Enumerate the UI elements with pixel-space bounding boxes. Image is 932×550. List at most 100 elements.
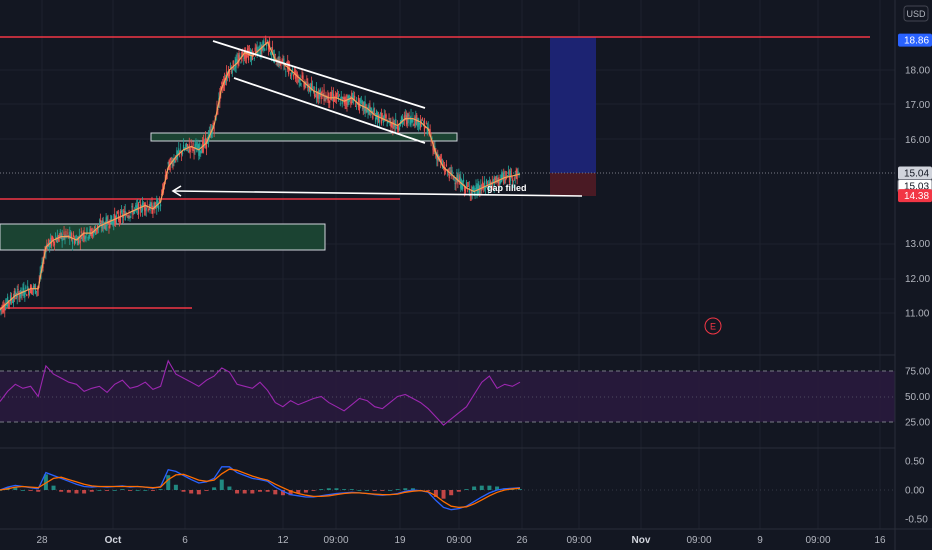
candle[interactable] [231,68,233,77]
candle[interactable] [153,201,155,211]
candle[interactable] [100,220,102,233]
candle[interactable] [157,198,159,208]
candle[interactable] [187,145,189,153]
candle[interactable] [94,225,96,234]
candle[interactable] [337,90,339,102]
candle[interactable] [185,142,187,152]
candle[interactable] [459,173,461,185]
candle[interactable] [262,40,264,51]
candle[interactable] [296,71,298,85]
candle[interactable] [245,47,247,64]
candle[interactable] [318,89,320,104]
candle[interactable] [302,72,304,83]
candle[interactable] [56,229,58,244]
candle[interactable] [314,93,317,98]
candle[interactable] [197,139,199,151]
candle[interactable] [495,176,497,185]
candle[interactable] [127,215,129,221]
candle[interactable] [374,107,376,115]
candle[interactable] [449,167,451,176]
price-tag[interactable]: 18.86 [898,33,932,47]
candle[interactable] [11,298,14,304]
candle[interactable] [415,110,417,128]
currency-button[interactable] [903,5,929,22]
candle[interactable] [71,231,73,242]
candle[interactable] [136,199,138,214]
candle[interactable] [204,131,207,149]
candle[interactable] [93,228,95,238]
candle[interactable] [361,99,363,111]
candle[interactable] [193,147,195,160]
candle[interactable] [371,107,373,115]
candle[interactable] [466,181,469,193]
candle[interactable] [116,211,118,224]
candle[interactable] [317,88,319,105]
candle[interactable] [146,200,148,209]
candle[interactable] [368,103,370,115]
candle[interactable] [108,221,110,234]
candle[interactable] [324,96,326,102]
candle[interactable] [49,240,51,253]
candle[interactable] [75,234,78,240]
candle[interactable] [465,179,468,189]
candle[interactable] [117,209,120,223]
candle[interactable] [370,107,372,118]
candle[interactable] [24,290,26,302]
candle[interactable] [468,181,470,197]
candle[interactable] [200,150,202,157]
candle[interactable] [398,124,401,132]
price-axis[interactable]: USD 18.00 17.00 16.00 13.00 12.00 11.00 18.86… [894,0,932,550]
candle[interactable] [506,171,508,180]
candle[interactable] [85,232,87,243]
candle[interactable] [150,201,152,208]
candle[interactable] [333,96,336,102]
candle[interactable] [104,221,106,231]
candle[interactable] [80,227,82,240]
candle[interactable] [369,100,371,116]
candle[interactable] [76,236,79,246]
candle[interactable] [233,67,235,71]
candle[interactable] [380,108,382,126]
candle[interactable] [147,208,149,213]
candle[interactable] [448,167,450,182]
candle[interactable] [195,138,197,150]
candle[interactable] [52,237,55,247]
candle[interactable] [344,96,346,110]
candle[interactable] [360,95,362,105]
candle[interactable] [73,236,76,246]
candle[interactable] [497,177,499,187]
candle[interactable] [27,280,29,291]
candle[interactable] [445,160,447,167]
candle[interactable] [418,117,420,132]
candle[interactable] [340,91,342,99]
candle[interactable] [492,179,494,183]
candle[interactable] [53,241,56,251]
candle[interactable] [329,100,331,109]
candle[interactable] [456,169,458,183]
candle[interactable] [114,207,116,227]
candle[interactable] [188,137,190,154]
candle[interactable] [50,233,52,248]
candle[interactable] [381,112,383,121]
candle[interactable] [292,73,295,80]
candle[interactable] [86,227,88,236]
candle[interactable] [178,141,180,156]
candle[interactable] [13,287,15,303]
candle[interactable] [390,117,392,132]
gap-arrow-line[interactable] [173,190,583,197]
channel-bottom-line[interactable] [233,77,426,144]
candle[interactable] [362,101,364,116]
candle[interactable] [467,181,469,187]
candle[interactable] [61,229,63,248]
candle[interactable] [182,138,185,150]
candle[interactable] [481,183,483,194]
candle[interactable] [501,169,503,183]
candle[interactable] [189,146,191,159]
candle[interactable] [244,47,246,62]
candle[interactable] [513,176,515,181]
candle[interactable] [8,302,11,310]
candle[interactable] [7,293,9,309]
candle[interactable] [338,93,340,97]
candle[interactable] [289,72,292,79]
